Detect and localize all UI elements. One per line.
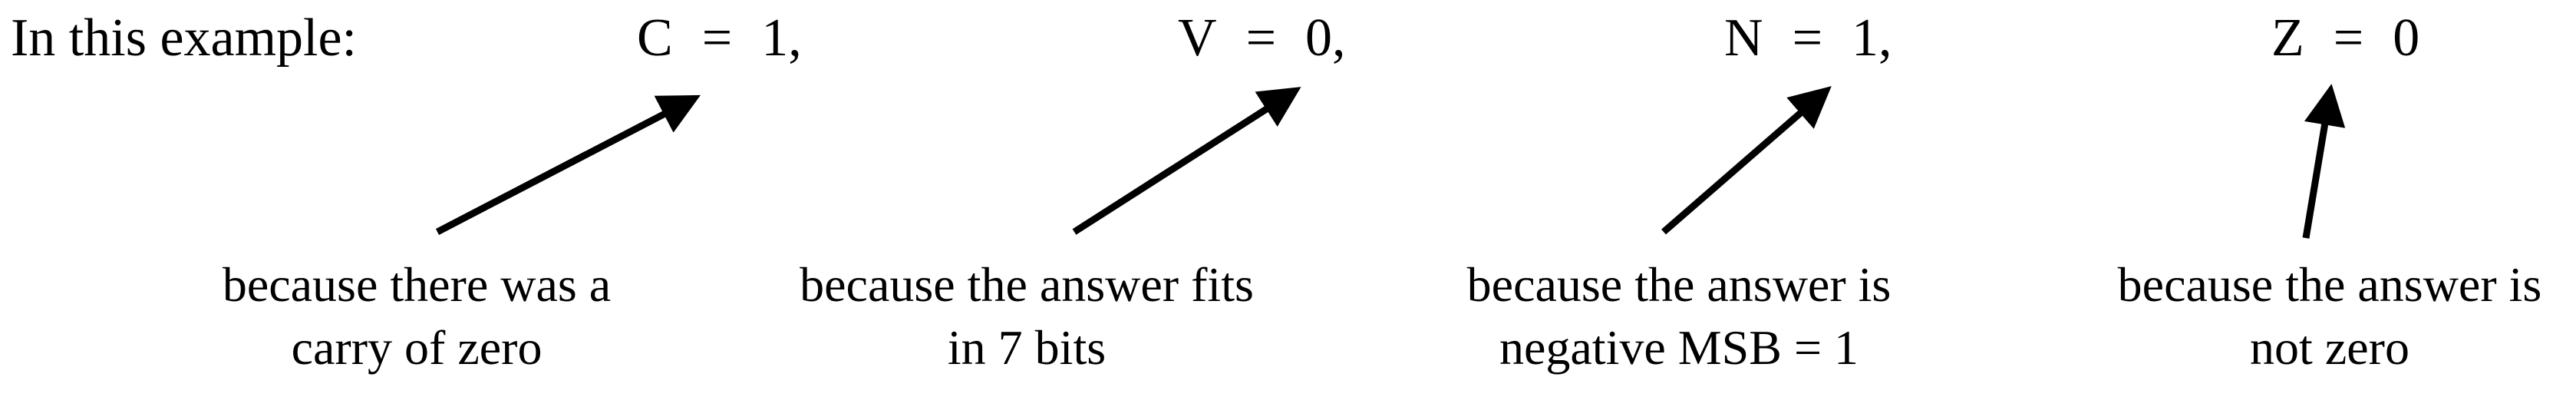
explanation-v-line1: because the answer fits	[800, 257, 1254, 312]
flag-z-equals: =	[2333, 8, 2364, 68]
flag-c: C = 1,	[637, 8, 802, 69]
flag-z-value: 0	[2393, 8, 2420, 68]
explanation-z-line1: because the answer is	[2117, 257, 2542, 312]
intro-text: In this example:	[11, 8, 358, 68]
flag-c-equals: =	[701, 8, 733, 68]
flag-c-value: 1	[761, 8, 789, 68]
explanation-c: because there was a carry of zero	[125, 253, 708, 379]
explanation-c-line2: carry of zero	[291, 320, 543, 375]
flag-v-separator: ,	[1332, 8, 1346, 68]
explanation-z: because the answer is not zero	[2038, 253, 2576, 379]
explanation-c-line1: because there was a	[222, 257, 612, 312]
explanation-n-line2: negative MSB = 1	[1499, 320, 1859, 375]
flag-v-value: 0	[1305, 8, 1333, 68]
flag-z: Z = 0	[2271, 8, 2419, 69]
flag-n: N = 1,	[1724, 8, 1892, 69]
explanation-z-line2: not zero	[2250, 320, 2409, 375]
explanation-n: because the answer is negative MSB = 1	[1387, 253, 1971, 379]
arrow-n	[1661, 86, 1832, 235]
arrow-v	[1072, 87, 1301, 235]
flag-v-name: V	[1178, 8, 1217, 68]
explanation-n-line1: because the answer is	[1466, 257, 1892, 312]
flag-n-name: N	[1724, 8, 1763, 68]
explanation-v: because the answer fits in 7 bits	[735, 253, 1318, 379]
flag-c-name: C	[637, 8, 673, 68]
flag-n-equals: =	[1792, 8, 1823, 68]
flag-v-equals: =	[1245, 8, 1277, 68]
arrow-z	[2302, 84, 2346, 239]
flag-z-name: Z	[2271, 8, 2304, 68]
flag-v: V = 0,	[1178, 8, 1346, 69]
arrow-c	[435, 94, 701, 235]
flag-c-separator: ,	[788, 8, 802, 68]
explanation-v-line2: in 7 bits	[947, 320, 1107, 375]
flag-n-value: 1	[1852, 8, 1879, 68]
flag-n-separator: ,	[1878, 8, 1892, 68]
